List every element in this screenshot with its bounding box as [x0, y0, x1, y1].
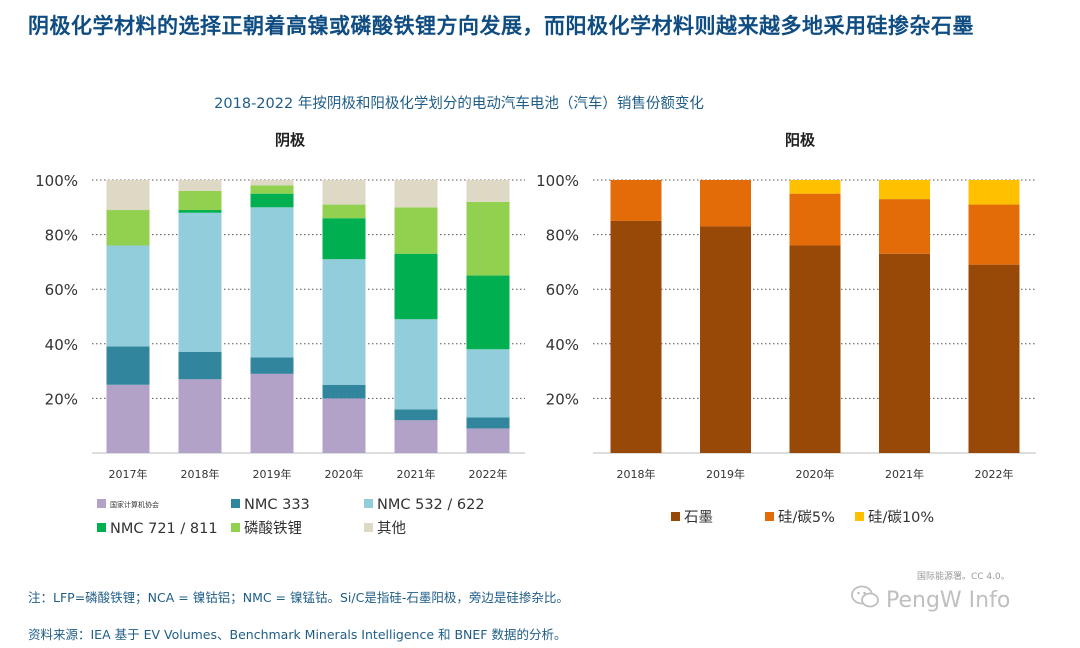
cathode-legend-swatch: [364, 523, 373, 532]
cathode-bar-segment-3: [250, 207, 294, 358]
anode-bar-segment-1: [700, 226, 751, 453]
anode-bar-segment-3: [879, 180, 930, 200]
cathode-bar-segment-1: [466, 428, 510, 453]
cathode-legend-swatch: [231, 499, 240, 508]
anode-bar-segment-1: [789, 245, 841, 453]
cathode-bar-segment-3: [394, 319, 438, 410]
anode-chart-title: 阳极: [785, 131, 816, 149]
cathode-legend-label: NMC 532 / 622: [377, 497, 485, 513]
cathode-legend-label: 磷酸铁锂: [244, 520, 302, 537]
anode-x-tick-label: 2021年: [885, 467, 924, 481]
anode-x-tick-label: 2020年: [796, 467, 835, 481]
cathode-bar-segment-2: [106, 346, 150, 385]
cathode-x-tick-label: 2021年: [397, 467, 436, 481]
anode-bar-segment-1: [610, 220, 662, 453]
anode-bar-segment-2: [968, 204, 1020, 265]
cathode-bar-segment-5: [178, 190, 222, 211]
cathode-bar-segment-5: [106, 210, 150, 246]
source-note: 资料来源：IEA 基于 EV Volumes、Benchmark Mineral…: [28, 627, 567, 642]
cathode-bar-segment-1: [106, 384, 150, 453]
cathode-bar-segment-3: [322, 259, 366, 385]
cathode-bar-segment-6: [322, 180, 366, 205]
anode-legend-swatch: [671, 512, 680, 521]
cathode-bar-segment-6: [466, 180, 510, 202]
anode-x-tick-label: 2022年: [975, 467, 1014, 481]
anode-legend-swatch: [855, 512, 864, 521]
cathode-bar-segment-3: [466, 349, 510, 418]
anode-bar-segment-3: [968, 180, 1020, 205]
anode-y-tick-label: 20%: [546, 390, 579, 408]
cathode-bar-segment-6: [250, 180, 294, 186]
anode-x-tick-label: 2018年: [617, 467, 656, 481]
anode-bar-segment-2: [789, 193, 841, 246]
cathode-bar-segment-5: [466, 201, 510, 276]
anode-bar-segment-1: [879, 253, 930, 453]
anode-legend-label: 石墨: [684, 510, 713, 526]
anode-y-tick-label: 60%: [546, 281, 579, 299]
cathode-bar-segment-3: [178, 212, 222, 352]
anode-legend-label: 硅/碳10%: [868, 509, 934, 526]
cathode-legend-swatch: [97, 499, 106, 508]
anode-y-tick-label: 80%: [546, 227, 579, 245]
cathode-bar-segment-6: [394, 180, 438, 208]
cathode-legend-label: NMC 333: [244, 497, 310, 513]
headline: 阴极化学材料的选择正朝着高镍或磷酸铁锂方向发展，而阳极化学材料则越来越多地采用硅…: [28, 14, 974, 38]
cathode-bar-segment-6: [178, 180, 222, 191]
cathode-x-tick-label: 2017年: [109, 467, 148, 481]
cathode-bar-segment-6: [106, 180, 150, 211]
cathode-bar-segment-2: [394, 409, 438, 421]
cathode-x-tick-label: 2018年: [181, 467, 220, 481]
cathode-y-tick-label: 20%: [45, 390, 78, 408]
cathode-bar-segment-3: [106, 245, 150, 347]
anode-y-tick-label: 40%: [546, 336, 579, 354]
cathode-bar-segment-5: [394, 207, 438, 254]
cathode-bar-segment-4: [250, 193, 294, 208]
credit-text: 国际能源署。CC 4.0。: [917, 572, 1010, 582]
cathode-bar-segment-2: [250, 357, 294, 374]
cathode-y-tick-label: 40%: [45, 336, 78, 354]
chart-subtitle: 2018-2022 年按阴极和阳极化学划分的电动汽车电池（汽车）销售份额变化: [214, 96, 704, 112]
cathode-y-tick-label: 60%: [45, 281, 78, 299]
cathode-bar-segment-5: [322, 204, 366, 219]
cathode-bar-segment-1: [178, 379, 222, 453]
cathode-bar-segment-2: [178, 351, 222, 380]
anode-legend-swatch: [765, 512, 774, 521]
cathode-bar-segment-5: [250, 185, 294, 194]
anode-bar-segment-2: [610, 180, 662, 221]
cathode-y-tick-label: 80%: [45, 227, 78, 245]
anode-bar-segment-2: [700, 180, 751, 227]
cathode-chart-title: 阴极: [275, 131, 306, 149]
watermark: PengW Info: [850, 584, 1010, 616]
cathode-x-tick-label: 2020年: [325, 467, 364, 481]
anode-bar-segment-2: [879, 199, 930, 254]
anode-bar-segment-1: [968, 264, 1020, 453]
cathode-bar-segment-4: [466, 275, 510, 350]
cathode-bar-segment-1: [250, 373, 294, 453]
cathode-bar-segment-4: [394, 253, 438, 320]
cathode-legend-swatch: [231, 523, 240, 532]
cathode-bar-segment-2: [322, 384, 366, 399]
cathode-x-tick-label: 2019年: [253, 467, 292, 481]
cathode-legend-label: 国家计算机协会: [110, 500, 159, 509]
cathode-legend-label: 其他: [377, 520, 406, 537]
cathode-y-tick-label: 100%: [35, 172, 78, 190]
anode-legend-label: 硅/碳5%: [778, 509, 835, 526]
anode-y-tick-label: 100%: [536, 172, 579, 190]
cathode-bar-segment-1: [394, 420, 438, 453]
watermark-text: PengW Info: [886, 587, 1011, 613]
cathode-bar-segment-2: [466, 417, 510, 429]
cathode-bar-segment-1: [322, 398, 366, 453]
cathode-bar-segment-4: [178, 210, 222, 213]
cathode-legend-swatch: [364, 499, 373, 508]
wechat-icon: [850, 584, 880, 616]
cathode-x-tick-label: 2022年: [469, 467, 508, 481]
cathode-legend-label: NMC 721 / 811: [110, 521, 218, 537]
cathode-legend-swatch: [97, 523, 106, 532]
cathode-bar-segment-4: [322, 218, 366, 260]
anode-x-tick-label: 2019年: [706, 467, 745, 481]
abbreviation-note: 注：LFP=磷酸铁锂；NCA = 镍钴铝；NMC = 镍锰钴。Si/C是指硅-石…: [28, 590, 569, 605]
anode-bar-segment-3: [789, 180, 841, 194]
